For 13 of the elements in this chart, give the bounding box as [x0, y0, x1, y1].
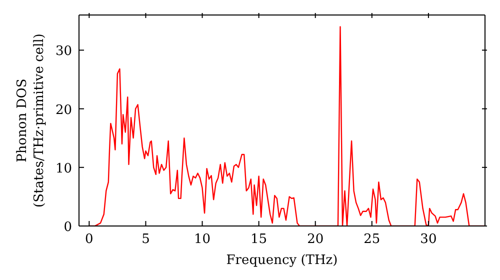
y-tick-label: 10 — [55, 161, 72, 176]
x-axis-title: Frequency (THz) — [226, 253, 338, 268]
y-tick-label: 20 — [55, 102, 72, 118]
x-tick-label: 0 — [85, 232, 94, 247]
y-axis-title: Phonon DOS (States/THz·primitive cell) — [15, 33, 47, 208]
x-tick-label: 25 — [364, 232, 380, 247]
x-tick-label: 5 — [142, 232, 150, 247]
y-tick-label: 30 — [55, 44, 72, 60]
y-tick-label: 0 — [64, 220, 72, 235]
x-tick-label: 30 — [420, 232, 437, 247]
x-tick-label: 15 — [250, 232, 268, 247]
x-tick-label: 20 — [307, 232, 324, 247]
x-tick-label: 10 — [194, 232, 211, 247]
